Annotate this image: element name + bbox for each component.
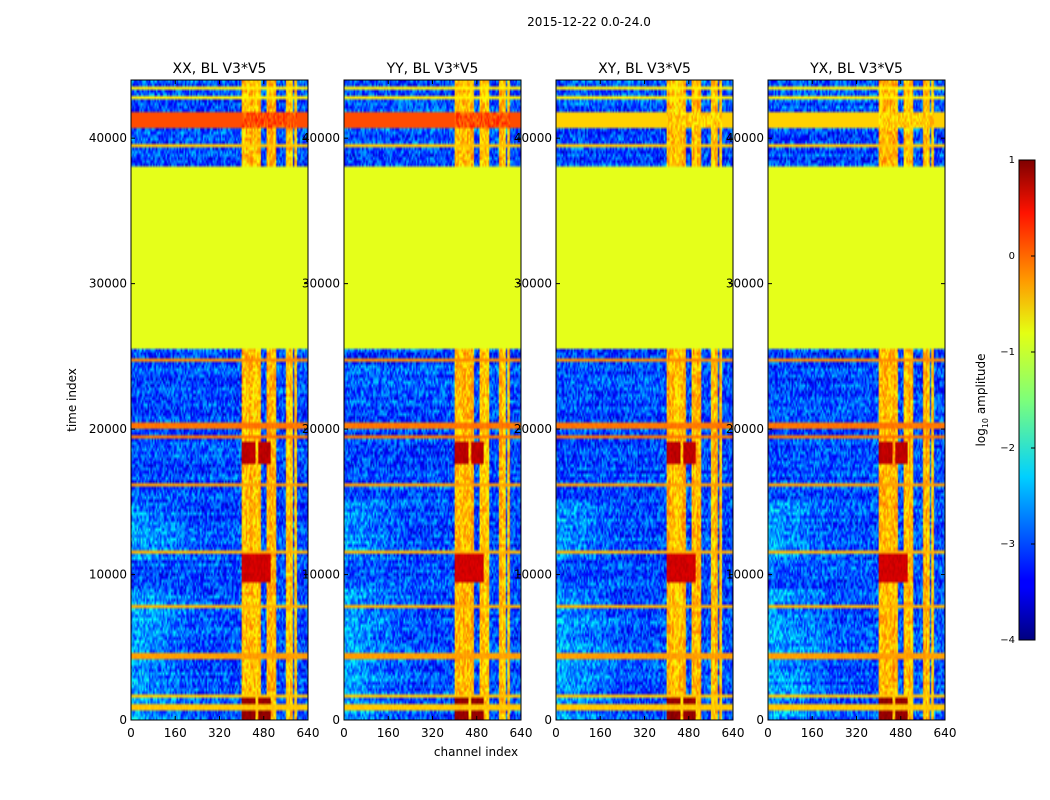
heatmap-xy [556,80,733,720]
colorbar: 10−1−2−3−4 log10 amplitude [974,155,1036,646]
y-tick-label: 40000 [302,131,340,145]
y-tick-label: 20000 [302,422,340,436]
x-tick-label: 480 [252,726,275,740]
x-tick-label: 320 [421,726,444,740]
x-tick-label: 0 [764,726,772,740]
colorbar-tick-label: −3 [1000,539,1015,550]
panel-title: XX, BL V3*V5 [173,61,267,77]
y-tick-label: 10000 [302,568,340,582]
panel-title: YX, BL V3*V5 [809,61,903,77]
panel-yy: YY, BL V3*V5 0 160 320 480 640 0 10000 20000 3000… [302,61,533,740]
x-tick-label: 480 [465,726,488,740]
x-tick-label: 480 [677,726,700,740]
y-tick-label: 30000 [514,277,552,291]
x-tick-label: 0 [552,726,560,740]
x-tick-label: 0 [340,726,348,740]
colorbar-tick-label: −2 [1000,443,1015,454]
y-tick-label: 0 [756,713,764,727]
x-axis-label: channel index [434,745,518,759]
panel-title: XY, BL V3*V5 [598,61,691,77]
y-tick-label: 20000 [89,422,127,436]
x-tick-label: 160 [801,726,824,740]
y-tick-label: 0 [544,713,552,727]
panel-xy: XY, BL V3*V5 0 160 320 480 640 0 10000 20000 3000… [514,61,745,740]
y-tick-label: 10000 [514,568,552,582]
x-tick-label: 320 [208,726,231,740]
colorbar-ticks: 1 0 −1 −2 −3 −4 [1000,155,1035,646]
y-tick-label: 0 [332,713,340,727]
y-tick-label: 10000 [89,568,127,582]
y-tick-label: 40000 [89,131,127,145]
panel-yx: YX, BL V3*V5 0 160 320 480 640 0 10000 20000 3000… [726,61,957,740]
y-tick-label: 20000 [514,422,552,436]
figure-title: 2015-12-22 0.0-24.0 [527,15,651,29]
y-tick-label: 40000 [726,131,764,145]
colorbar-label-sub: 10 [981,418,990,428]
colorbar-label-log: log [974,428,988,446]
x-tick-label: 640 [934,726,957,740]
x-tick-label: 0 [127,726,135,740]
colorbar-label: log10 amplitude [974,354,990,447]
y-tick-label: 30000 [302,277,340,291]
panel-xx: XX, BL V3*V5 0 160 320 480 640 0 10000 20000 3000… [89,61,320,740]
x-tick-label: 160 [377,726,400,740]
y-tick-label: 10000 [726,568,764,582]
colorbar-tick-label: 0 [1009,251,1015,262]
heatmap-yy [344,80,521,720]
colorbar-tick-label: −4 [1000,635,1015,646]
heatmap-xx [131,80,308,720]
colorbar-gradient [1018,159,1036,641]
x-tick-label: 480 [889,726,912,740]
panels: XX, BL V3*V5 0 160 320 480 640 0 10000 20000 3000… [89,61,957,740]
x-tick-label: 160 [164,726,187,740]
x-tick-label: 640 [722,726,745,740]
panel-title: YY, BL V3*V5 [386,61,479,77]
colorbar-tick-label: −1 [1000,347,1015,358]
x-tick-label: 160 [589,726,612,740]
y-axis-label: time index [65,368,79,432]
x-tick-label: 640 [510,726,533,740]
y-tick-label: 30000 [89,277,127,291]
y-tick-label: 30000 [726,277,764,291]
colorbar-label-rest: amplitude [974,354,988,418]
y-tick-label: 0 [119,713,127,727]
x-tick-label: 320 [633,726,656,740]
x-tick-label: 320 [845,726,868,740]
heatmap-yx [768,80,945,720]
x-tick-label: 640 [297,726,320,740]
y-tick-label: 40000 [514,131,552,145]
y-tick-label: 20000 [726,422,764,436]
colorbar-tick-label: 1 [1009,155,1015,166]
